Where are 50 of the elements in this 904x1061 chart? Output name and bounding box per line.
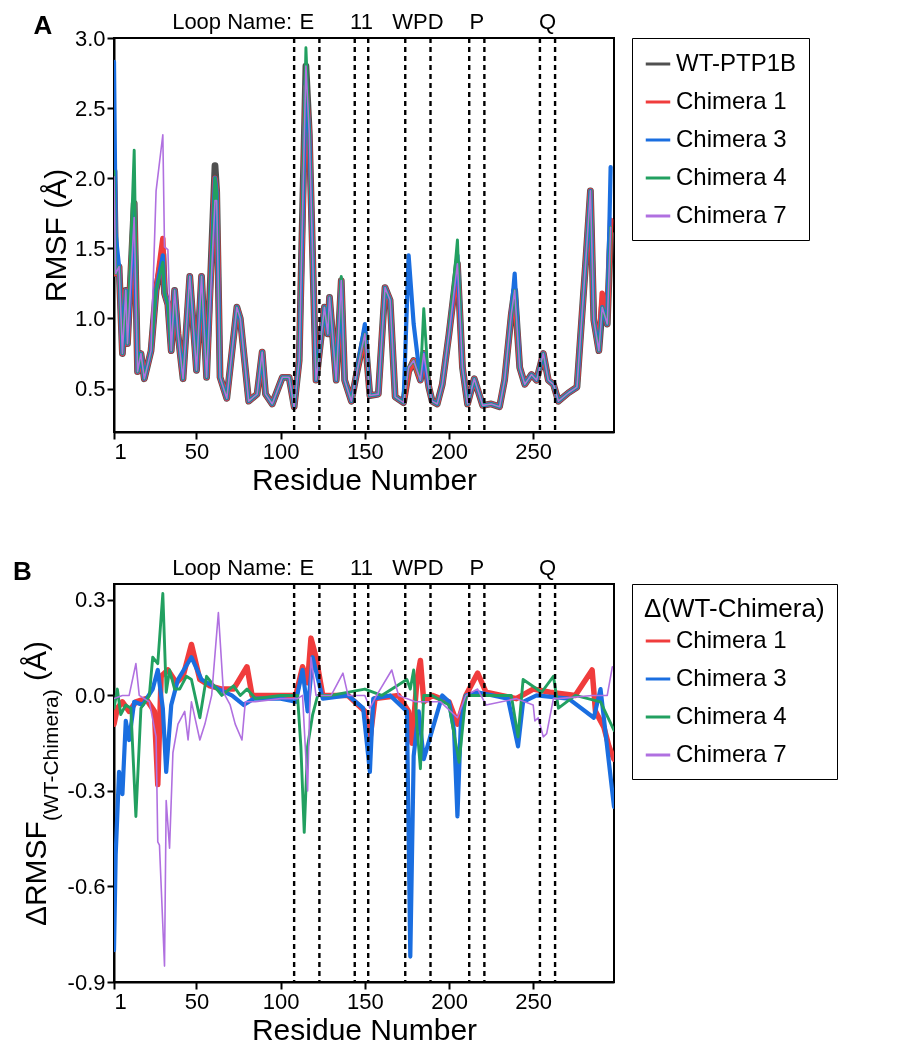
- legend-label: Chimera 7: [676, 740, 787, 767]
- legend-label: Chimera 7: [676, 201, 787, 228]
- text: 11: [350, 555, 373, 580]
- x-tick-label: 100: [262, 438, 300, 464]
- x-tick-label: 50: [184, 988, 210, 1014]
- text: P: [469, 9, 485, 34]
- y-axis-title: RMSF (Å): [38, 168, 72, 303]
- text: Loop Name:: [172, 555, 292, 580]
- text: P: [469, 555, 485, 580]
- legend-label: Chimera 3: [676, 664, 787, 691]
- legend-label: Chimera 1: [676, 87, 787, 114]
- x-axis-title: Residue Number: [251, 1012, 478, 1046]
- legend-label: Chimera 4: [676, 163, 787, 190]
- legend-label: Chimera 1: [676, 626, 787, 653]
- y-tick-label: 0.5: [74, 376, 106, 402]
- legend-label: Chimera 4: [676, 702, 787, 729]
- x-tick-label: 1: [114, 988, 127, 1014]
- x-tick-label: 100: [262, 988, 300, 1014]
- legend-label: WT-PTP1B: [676, 49, 797, 76]
- x-tick-label: 1: [114, 438, 127, 464]
- text: 11: [350, 9, 373, 34]
- y-tick-label: 0.0: [74, 682, 106, 708]
- x-tick-label: 200: [431, 438, 468, 464]
- chart-title: B: [13, 556, 32, 586]
- x-tick-label: 150: [346, 988, 384, 1014]
- y-tick-label: 2.0: [74, 165, 106, 191]
- x-tick-label: 250: [515, 988, 553, 1014]
- text: WPD: [392, 555, 444, 580]
- x-tick-label: 50: [184, 438, 210, 464]
- text: Q: [538, 555, 557, 580]
- y-tick-label: -0.6: [67, 873, 106, 899]
- x-axis-title: Residue Number: [251, 462, 478, 496]
- y-tick-label: 2.5: [74, 95, 106, 121]
- y-tick-label: 0.3: [74, 587, 106, 613]
- y-tick-label: -0.9: [67, 969, 106, 995]
- text: E: [299, 555, 315, 580]
- y-tick-label: 3.0: [74, 25, 106, 51]
- legend-label: Chimera 3: [676, 125, 787, 152]
- y-tick-label: 1.0: [74, 305, 106, 331]
- chart-title: A: [33, 10, 53, 40]
- text: WPD: [392, 9, 444, 34]
- text: Loop Name:: [172, 9, 292, 34]
- x-tick-label: 150: [346, 438, 384, 464]
- y-tick-label: -0.3: [67, 778, 106, 804]
- y-tick-label: 1.5: [74, 235, 106, 261]
- text: Q: [538, 9, 557, 34]
- x-tick-label: 200: [431, 988, 468, 1014]
- legend-title: Δ(WT-Chimera): [644, 593, 825, 623]
- text: E: [299, 9, 315, 34]
- x-tick-label: 250: [515, 438, 553, 464]
